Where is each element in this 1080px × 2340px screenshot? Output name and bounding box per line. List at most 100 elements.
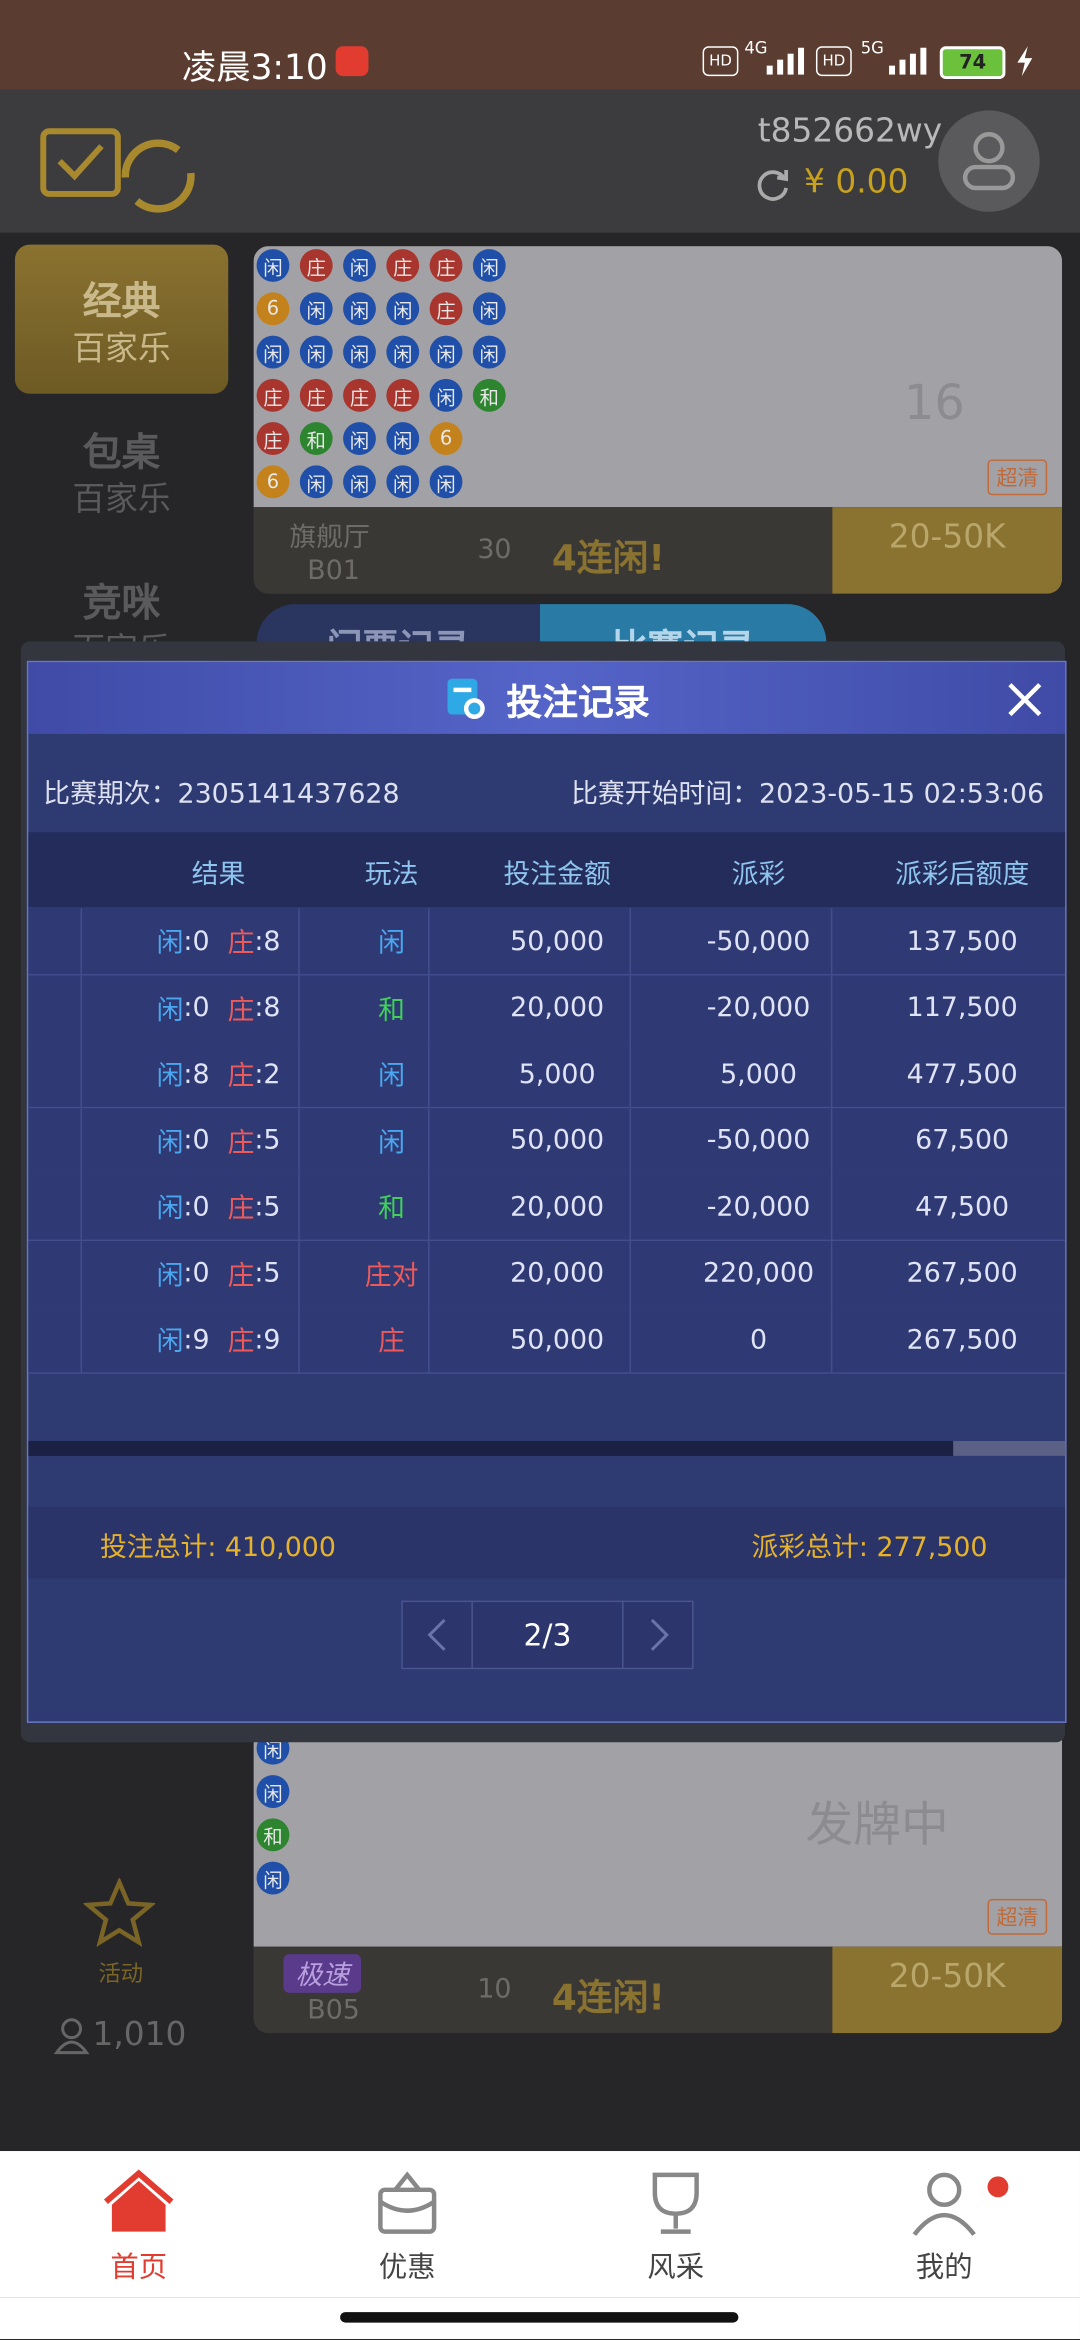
start-value: 2023-05-15 02:53:06 [759, 778, 1045, 810]
switch-icon[interactable] [39, 119, 203, 217]
column-divider [830, 1240, 833, 1306]
balance: 67,500 [915, 1124, 1010, 1157]
result: 闲:0 庄:5 [110, 1108, 326, 1174]
speed-badge: 极速 [283, 1954, 361, 1993]
nav-icon [378, 2171, 437, 2234]
column-divider [830, 908, 833, 975]
table-row: 闲:0 庄:5 和 20,000 -20,000 47,500 [28, 1173, 1066, 1242]
column-header: 派彩后额度 [895, 859, 1030, 891]
limit[interactable]: 20-50K [832, 507, 1063, 594]
signal [766, 47, 805, 75]
hd-badge: HD [702, 46, 739, 77]
nav-label: 风采 [647, 2250, 705, 2284]
prev-page[interactable] [403, 1602, 473, 1668]
bead: 和 [256, 1818, 290, 1852]
play: 庄对 [364, 1259, 419, 1292]
column-divider [629, 908, 631, 975]
bet: 20,000 [510, 1191, 605, 1223]
column-divider [80, 974, 83, 1041]
game-card[interactable]: 闲庄闲庄庄闲 6 闲闲闲庄闲闲闲闲闲闲闲庄庄庄庄闲和庄和闲闲 6 6 闲闲闲闲超清 16 旗舰… [253, 246, 1063, 594]
bead: 庄 [386, 249, 420, 282]
column-divider [629, 1306, 631, 1373]
player-score: :0 [183, 1191, 210, 1223]
nav-item[interactable]: 优惠 [318, 2151, 497, 2297]
bead: 庄 [299, 378, 333, 412]
limit[interactable]: 20-50K [832, 1946, 1063, 2034]
balance: 117,500 [906, 991, 1018, 1024]
sidebar-item[interactable]: 经典 百家乐 [14, 244, 229, 394]
player-score: :0 [183, 991, 210, 1024]
refresh-icon[interactable] [756, 167, 792, 203]
payout: -20,000 [706, 991, 811, 1024]
bead: 闲 [343, 465, 376, 499]
streak: 4连闲! [551, 537, 665, 579]
charging [1017, 46, 1033, 77]
banker-score: :2 [254, 1058, 281, 1090]
table-code: B05 [307, 1994, 360, 2026]
table-row: 闲:9 庄:9 庄 50,000 0 267,500 [28, 1306, 1066, 1374]
bet: 5,000 [518, 1058, 596, 1090]
scrollbar-thumb[interactable] [953, 1440, 1066, 1456]
player-score: :0 [183, 925, 210, 957]
bead: 闲 [343, 335, 376, 369]
result: 闲:0 庄:5 [110, 1174, 326, 1240]
banker-label: 庄 [227, 1060, 255, 1092]
page-indicator: 2/3 [523, 1617, 572, 1653]
nav-item[interactable]: 风采 [586, 2151, 765, 2297]
column-divider [428, 974, 430, 1041]
start-time: 比赛开始时间：2023-05-15 02:53:06 [571, 773, 1044, 812]
bead: 闲 [429, 378, 463, 412]
nav-item[interactable]: 首页 [49, 2151, 228, 2297]
sidebar-subtitle: 百家乐 [72, 331, 171, 369]
nav-icon [103, 2169, 174, 2232]
bead: 闲 [472, 335, 506, 369]
player-count: 10 [477, 1973, 512, 2005]
avatar[interactable] [938, 110, 1040, 212]
banker-label: 庄 [227, 1259, 255, 1292]
column-divider [428, 1107, 430, 1174]
column-divider [298, 1240, 300, 1306]
column-divider [428, 1173, 430, 1240]
bet: 20,000 [510, 991, 605, 1024]
start-label: 比赛开始时间： [571, 778, 760, 810]
player-label: 闲 [156, 927, 184, 960]
table-row: 闲:8 庄:2 闲 5,000 5,000 477,500 [28, 1041, 1066, 1109]
play: 和 [378, 1193, 405, 1225]
nav-item[interactable]: 我的 [855, 2151, 1034, 2297]
table-header: 结果 玩法 投注金额 派彩 派彩后额度 [28, 832, 1066, 907]
column-divider [629, 1240, 631, 1306]
record-icon [446, 678, 485, 719]
close-button[interactable] [1007, 682, 1043, 718]
period-label: 比赛期次： [43, 778, 178, 810]
bet: 20,000 [510, 1257, 605, 1289]
column-divider [298, 974, 300, 1041]
result: 闲:0 庄:8 [110, 908, 326, 974]
card-footer: 极速 B05 10 4连闲! 20-50K [253, 1946, 1063, 2034]
payout: -50,000 [706, 1124, 811, 1157]
activity-icon[interactable] [83, 1878, 156, 1947]
column-divider [830, 1306, 833, 1373]
nav-icon [652, 2172, 699, 2234]
bead: 闲 [386, 422, 420, 455]
bet: 50,000 [510, 925, 605, 957]
player-label: 闲 [156, 1193, 184, 1225]
bead: 闲 [299, 335, 333, 369]
next-page[interactable] [622, 1602, 694, 1668]
banker-score: :5 [254, 1257, 281, 1289]
nav-label: 优惠 [378, 2250, 436, 2284]
column-divider [629, 974, 631, 1041]
sidebar-item[interactable]: 包桌 百家乐 [15, 395, 228, 544]
banker-score: :8 [254, 991, 281, 1024]
result: 闲:9 庄:9 [110, 1307, 326, 1373]
nav-label: 首页 [110, 2250, 168, 2284]
bead: 庄 [429, 292, 463, 326]
notification-dot [987, 2176, 1009, 2198]
quality-badge: 超清 [987, 1898, 1048, 1935]
column-divider [298, 908, 300, 975]
table-body: 闲:0 庄:8 闲 50,000 -50,000 137,500 闲:0 庄:8 和 20,000… [28, 908, 1066, 1374]
column-divider [830, 1041, 833, 1107]
sidebar-title: 竞咪 [82, 581, 161, 627]
round-number: 16 [903, 374, 965, 432]
signal [889, 47, 927, 75]
user-icon [53, 2018, 90, 2055]
